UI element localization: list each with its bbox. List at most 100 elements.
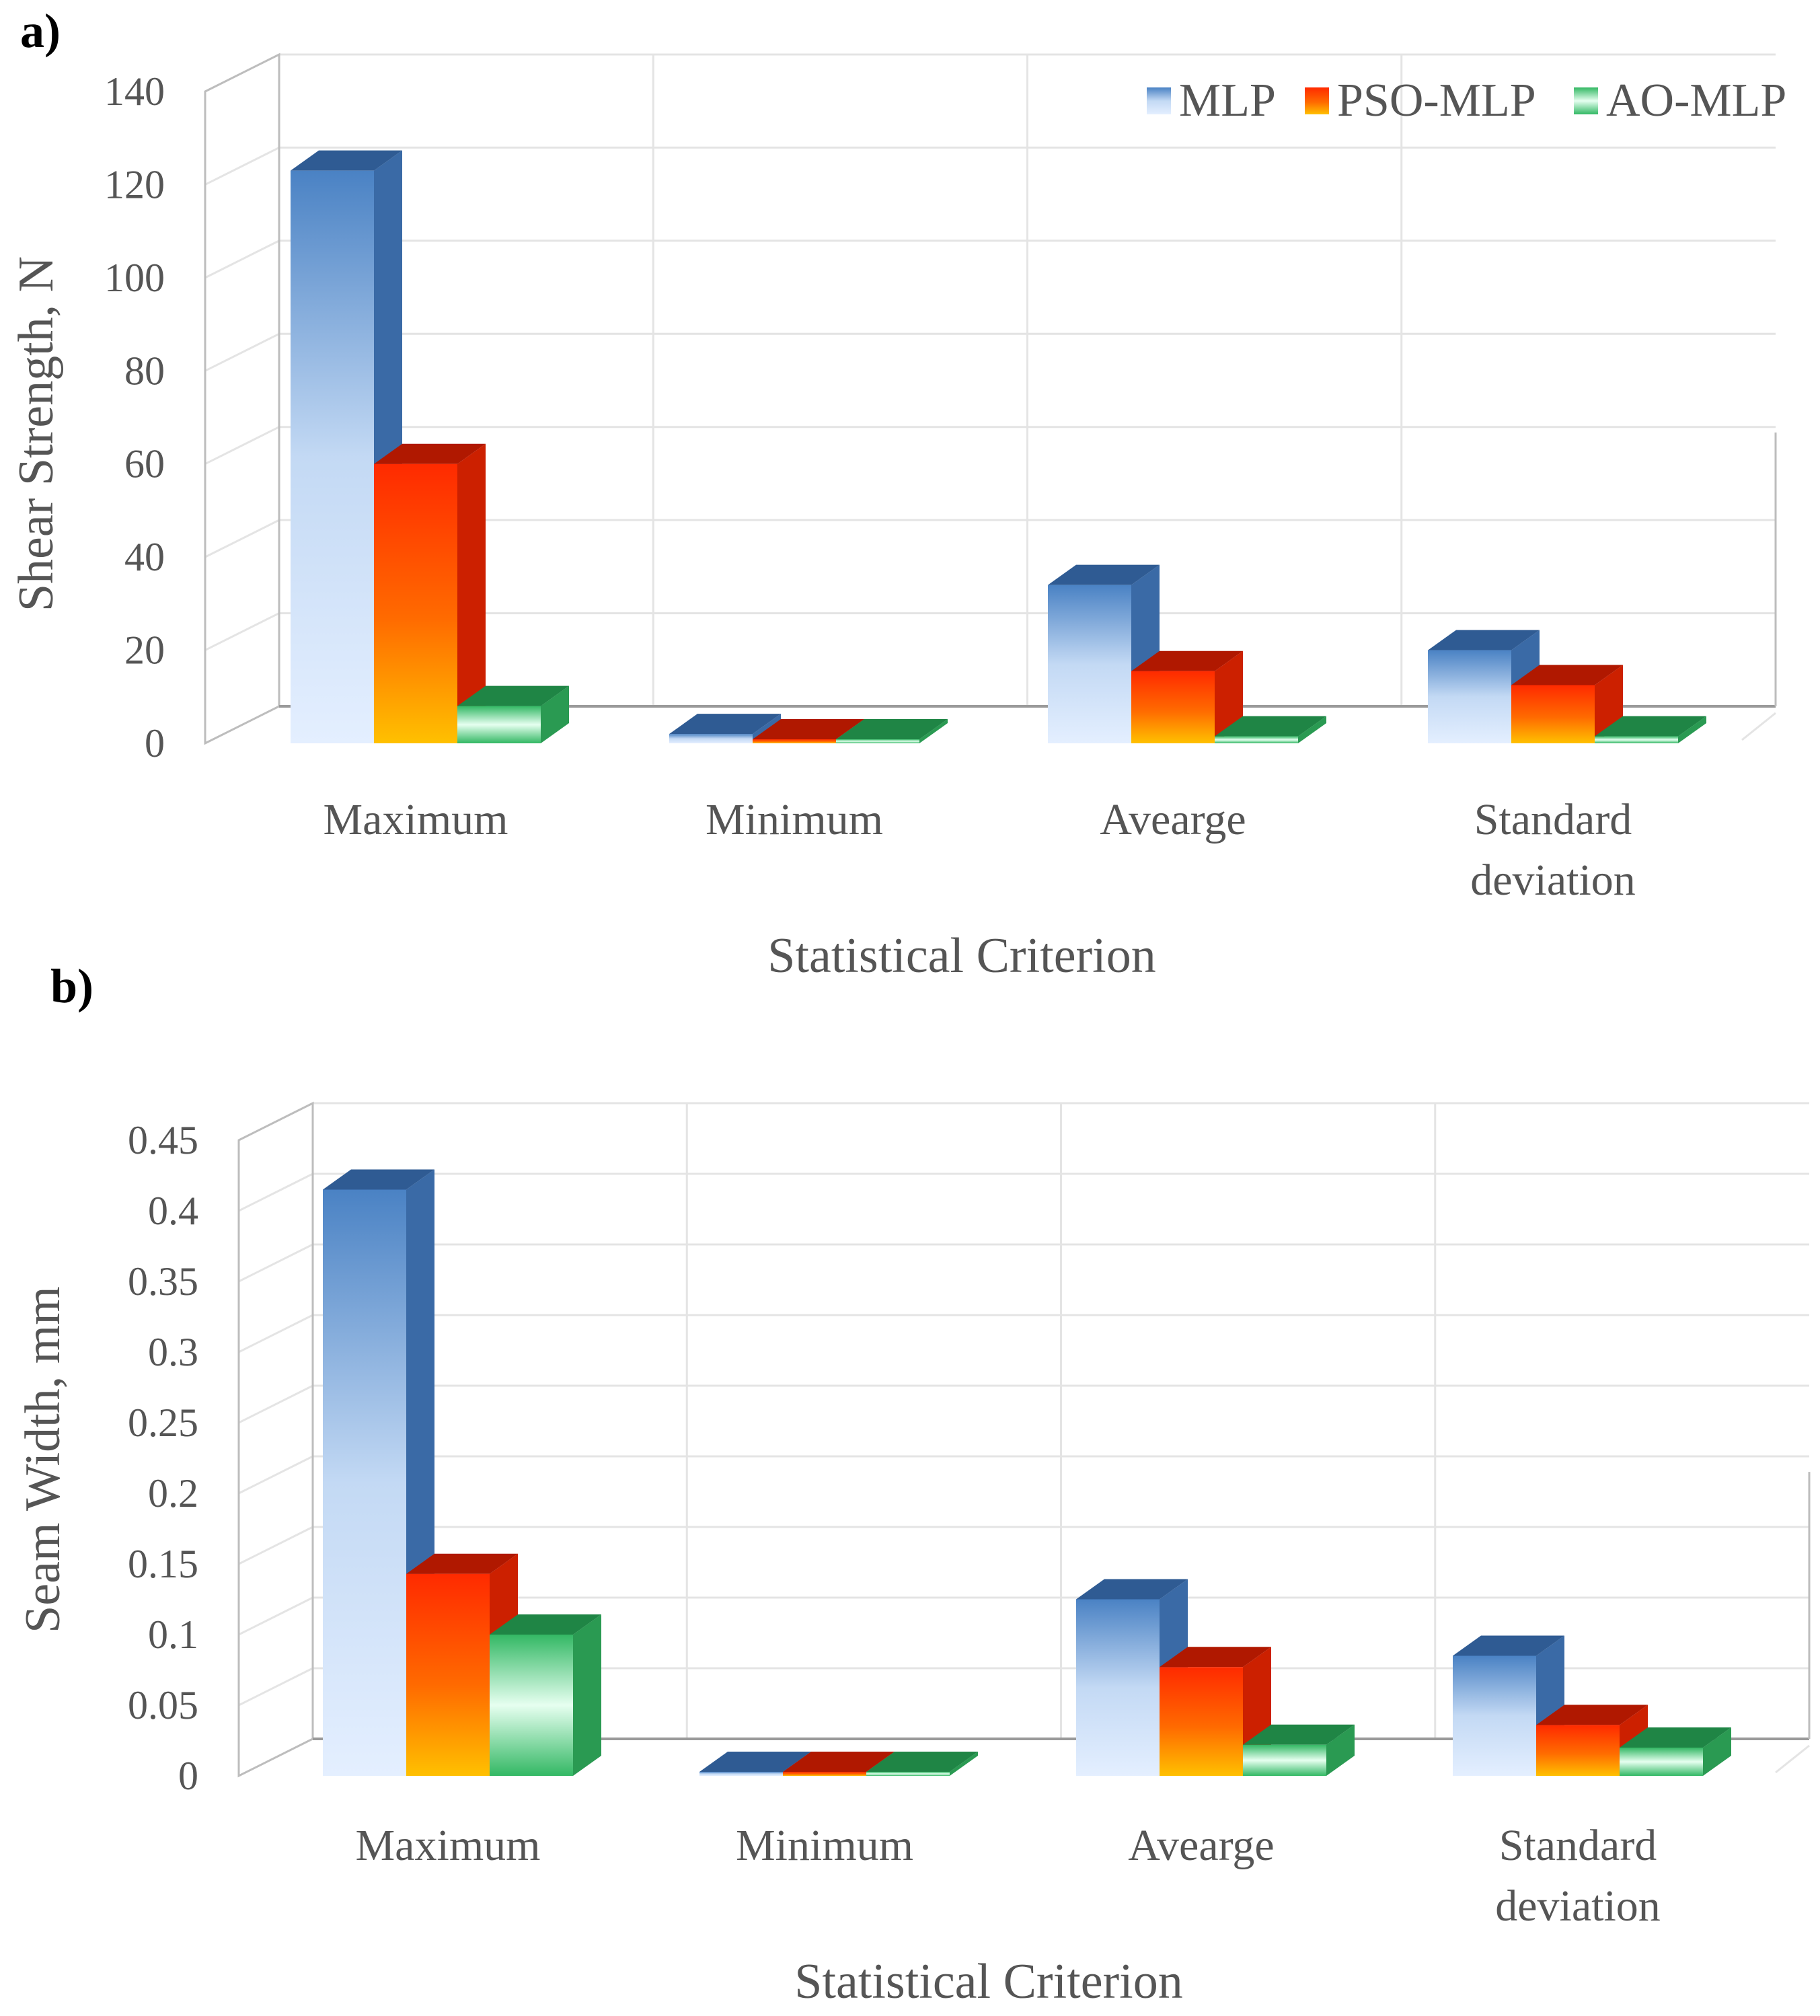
y-tick-label: 80 bbox=[124, 348, 165, 393]
y-tick-label: 0 bbox=[178, 1754, 198, 1798]
bar-front bbox=[783, 1772, 866, 1776]
y-tick-label: 140 bbox=[104, 69, 165, 114]
y-tick-label: 60 bbox=[124, 442, 165, 486]
x-category-label: Standard bbox=[1474, 795, 1632, 844]
chart-seam-width: b) 0 0.05 0.1 0.15 0.2 0.25 0.3 0.35 0.4 0.45 Max… bbox=[15, 959, 1811, 2009]
legend-label-ao-mlp: AO-MLP bbox=[1606, 75, 1786, 126]
side-wall-gridline bbox=[238, 1667, 313, 1707]
x-axis-title: Statistical Criterion bbox=[794, 1954, 1183, 2009]
side-wall bbox=[204, 52, 280, 745]
bar-ao-mlp-standard-deviation bbox=[1595, 716, 1706, 743]
legend-item-pso-mlp: PSO-MLP bbox=[1305, 75, 1536, 126]
side-wall-gridline bbox=[204, 239, 280, 279]
side-wall-gridline bbox=[204, 147, 280, 186]
bar-top bbox=[753, 719, 864, 739]
bar-front bbox=[1595, 736, 1678, 743]
side-wall-gridline bbox=[238, 1455, 313, 1495]
bar-top bbox=[699, 1752, 811, 1772]
bar-front bbox=[1620, 1748, 1703, 1776]
y-tick-label: 100 bbox=[104, 256, 165, 300]
legend-item-ao-mlp: AO-MLP bbox=[1574, 75, 1786, 126]
y-axis-title: Shear Strength, N bbox=[9, 256, 64, 611]
legend-swatch-mlp bbox=[1147, 87, 1171, 114]
bar-front bbox=[291, 170, 374, 743]
y-tick-label: 0.45 bbox=[128, 1118, 198, 1162]
side-wall-gridline bbox=[238, 1172, 313, 1212]
bar-top bbox=[1511, 665, 1623, 685]
bar-front bbox=[753, 739, 836, 743]
bar-pso-mlp-maximum bbox=[374, 443, 486, 743]
x-category-label: Maximum bbox=[324, 795, 508, 844]
y-axis-title: Seam Width, mm bbox=[15, 1286, 71, 1633]
side-wall-gridline bbox=[238, 1314, 313, 1353]
bar-top bbox=[374, 443, 486, 464]
legend-item-mlp: MLP bbox=[1147, 75, 1276, 126]
x-category-label: Minimum bbox=[736, 1821, 913, 1870]
bar-side bbox=[950, 1752, 978, 1776]
bar-mlp-avearge bbox=[1076, 1579, 1188, 1776]
bar-front bbox=[1160, 1667, 1243, 1776]
bar-front bbox=[1511, 685, 1595, 743]
bar-pso-mlp-standard-deviation bbox=[1511, 665, 1623, 743]
y-tick-label: 0.2 bbox=[148, 1471, 198, 1516]
bar-front bbox=[836, 739, 919, 743]
bar-top bbox=[1215, 716, 1326, 737]
bar-top bbox=[1160, 1647, 1271, 1668]
floor-right-edge bbox=[1741, 712, 1776, 741]
x-category-label: Avearge bbox=[1100, 795, 1246, 844]
y-tick-label: 0.4 bbox=[148, 1189, 198, 1233]
legend-label-mlp: MLP bbox=[1179, 75, 1276, 126]
bar-front bbox=[1536, 1725, 1620, 1776]
y-tick-label: 0.35 bbox=[128, 1259, 198, 1304]
x-category-label: Maximum bbox=[356, 1821, 541, 1870]
bar-side bbox=[1298, 716, 1326, 743]
bar-pso-mlp-avearge bbox=[1131, 650, 1243, 743]
bar-front bbox=[669, 734, 753, 743]
bar-front bbox=[406, 1573, 490, 1776]
bar-top bbox=[1453, 1635, 1564, 1656]
bar-top bbox=[1428, 630, 1540, 650]
bar-front bbox=[1453, 1655, 1536, 1776]
x-axis-categories: Maximum Minimum Avearge Standard deviation bbox=[324, 795, 1636, 905]
y-axis-ticks: 0 20 40 60 80 100 120 140 bbox=[104, 69, 165, 766]
y-tick-label: 20 bbox=[124, 628, 165, 673]
side-wall-gridline bbox=[238, 1526, 313, 1565]
bars bbox=[323, 1169, 1731, 1776]
side-wall-gridline bbox=[238, 1384, 313, 1424]
chart-shear-strength: a) 0 20 40 60 80 100 120 140 Maximum Minimum Avea… bbox=[9, 4, 1786, 983]
bar-top bbox=[783, 1752, 895, 1772]
bar-side bbox=[541, 685, 569, 743]
bar-ao-mlp-avearge bbox=[1243, 1724, 1355, 1776]
y-tick-label: 0.15 bbox=[128, 1542, 198, 1586]
bar-top bbox=[1536, 1705, 1648, 1725]
legend-label-pso-mlp: PSO-MLP bbox=[1337, 75, 1536, 126]
x-category-label: Minimum bbox=[706, 795, 883, 844]
bars bbox=[291, 150, 1706, 743]
bar-top bbox=[291, 150, 402, 171]
legend: MLP PSO-MLP AO-MLP bbox=[1147, 75, 1786, 126]
bar-front bbox=[1215, 736, 1298, 743]
bar-top bbox=[457, 685, 569, 706]
y-tick-label: 120 bbox=[104, 162, 165, 207]
bar-top bbox=[1620, 1727, 1731, 1748]
y-tick-label: 40 bbox=[124, 535, 165, 579]
x-category-label: Standard bbox=[1499, 1821, 1657, 1870]
bar-ao-mlp-minimum bbox=[866, 1752, 978, 1776]
bar-top bbox=[1595, 716, 1706, 737]
bar-top bbox=[1076, 1579, 1188, 1600]
bar-front bbox=[1076, 1599, 1160, 1776]
x-category-label-line2: deviation bbox=[1470, 856, 1636, 905]
side-wall-gridline bbox=[204, 426, 280, 465]
x-category-label-line2: deviation bbox=[1495, 1881, 1661, 1931]
bar-side bbox=[919, 719, 948, 743]
bar-front bbox=[490, 1635, 573, 1776]
bar-side bbox=[1678, 716, 1706, 743]
side-wall-gridline bbox=[238, 1243, 313, 1283]
side-wall-gridline bbox=[238, 1596, 313, 1636]
side-wall-gridline bbox=[204, 332, 280, 372]
y-tick-label: 0.1 bbox=[148, 1612, 198, 1657]
bar-front bbox=[1243, 1744, 1326, 1776]
x-category-label: Avearge bbox=[1128, 1821, 1274, 1870]
y-tick-label: 0 bbox=[145, 721, 165, 766]
